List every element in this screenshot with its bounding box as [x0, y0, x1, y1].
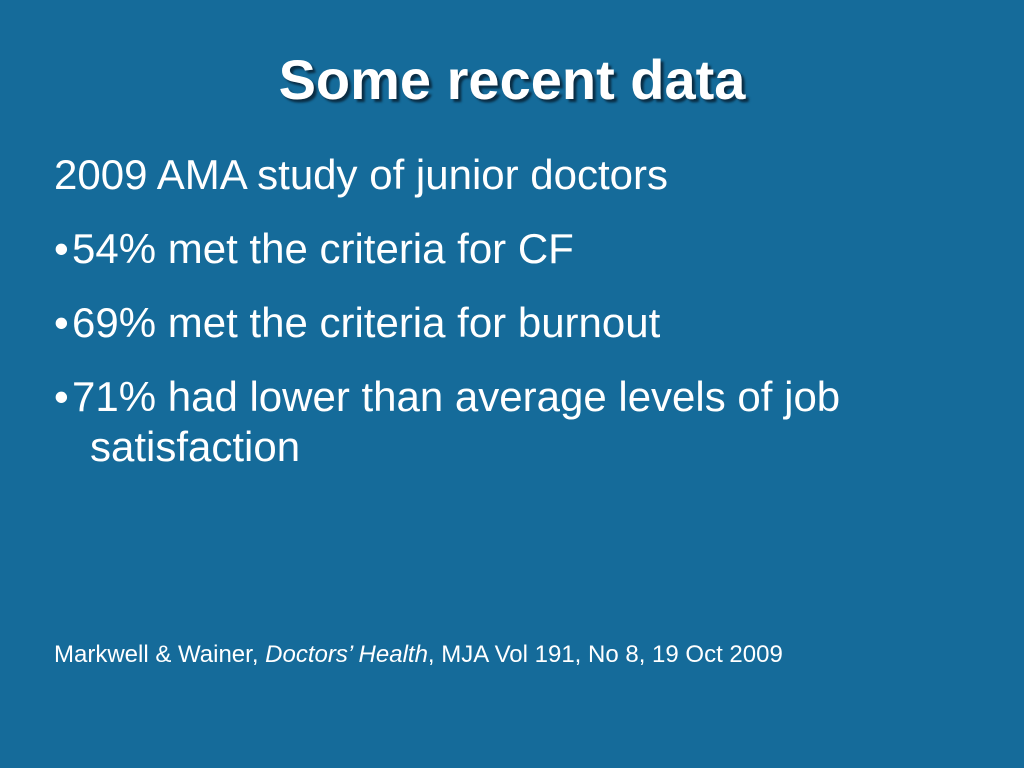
- citation-journal: Doctors’ Health: [265, 641, 428, 668]
- bullet-item-1: •54% met the criteria for CF: [54, 224, 984, 274]
- bullet-mark: •: [54, 373, 69, 420]
- citation-authors: Markwell & Wainer,: [54, 641, 266, 668]
- slide-body: 2009 AMA study of junior doctors •54% me…: [54, 150, 984, 496]
- bullet-mark: •: [54, 225, 69, 272]
- bullet-text: 71% had lower than average levels of job…: [72, 373, 841, 470]
- citation-details: , MJA Vol 191, No 8, 19 Oct 2009: [427, 641, 783, 668]
- bullet-text: 69% met the criteria for burnout: [72, 299, 661, 346]
- bullet-item-3: •71% had lower than average levels of jo…: [54, 372, 984, 472]
- bullet-text: 54% met the criteria for CF: [72, 225, 574, 272]
- bullet-mark: •: [54, 299, 69, 346]
- intro-line: 2009 AMA study of junior doctors: [54, 151, 669, 198]
- bullet-item-2: •69% met the criteria for burnout: [54, 298, 984, 348]
- citation: Markwell & Wainer, Doctors’ Health, MJA …: [54, 640, 783, 670]
- slide-title: Some recent data: [278, 48, 746, 111]
